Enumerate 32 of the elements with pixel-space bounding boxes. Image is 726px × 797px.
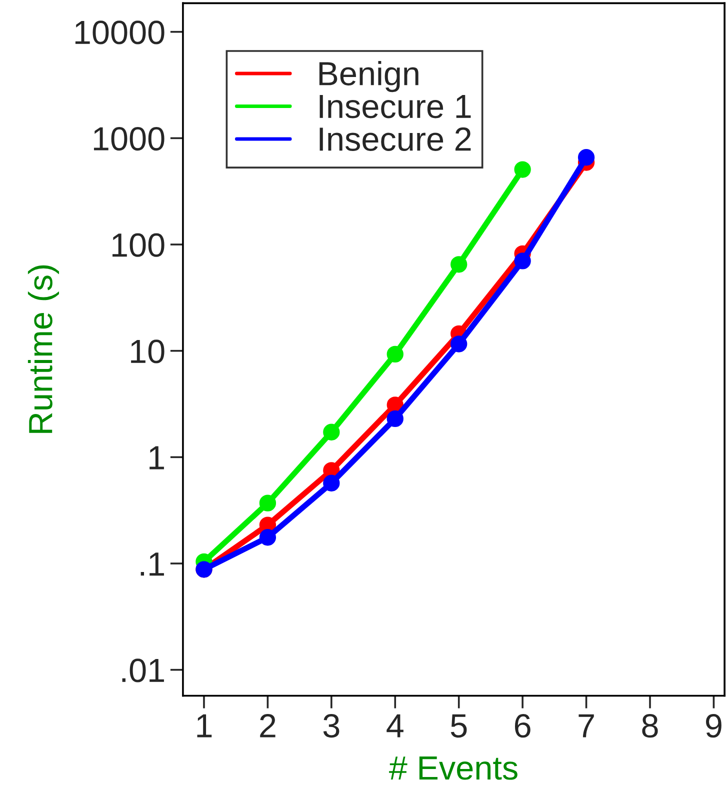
point bbox=[450, 336, 468, 352]
x-tick-label: 5 bbox=[450, 714, 467, 738]
point bbox=[323, 424, 340, 440]
legend-label: Insecure 1 bbox=[320, 94, 471, 118]
point bbox=[259, 529, 276, 546]
point bbox=[514, 252, 531, 270]
x-tick-label: 7 bbox=[578, 714, 594, 738]
point bbox=[323, 474, 340, 492]
x-tick-label: 8 bbox=[642, 714, 658, 738]
x-tick-label: 6 bbox=[514, 714, 530, 738]
y-tick-label: .01 bbox=[122, 658, 164, 682]
point bbox=[386, 346, 404, 363]
y-tick-label: 10000 bbox=[75, 20, 164, 44]
y-tick-label: 1000 bbox=[94, 126, 164, 151]
y-tick-label: 10 bbox=[131, 340, 164, 364]
point bbox=[386, 410, 404, 428]
x-tick-label: 1 bbox=[197, 714, 212, 738]
x-tick-label: 9 bbox=[706, 714, 722, 738]
x-tick-label: 3 bbox=[323, 714, 340, 738]
point bbox=[578, 149, 595, 166]
y-tick-label: 100 bbox=[112, 233, 164, 257]
point bbox=[450, 256, 468, 273]
x-axis-title: # Events bbox=[389, 756, 518, 780]
x-tick-label: 4 bbox=[386, 714, 404, 738]
point bbox=[514, 161, 531, 178]
point bbox=[259, 494, 276, 512]
y-tick-label: 1 bbox=[150, 446, 164, 470]
legend-label: Benign bbox=[319, 61, 418, 92]
y-axis-title: Runtime (s) bbox=[28, 265, 60, 433]
x-tick-label: 2 bbox=[260, 714, 276, 738]
legend-label: Insecure 2 bbox=[320, 127, 471, 151]
y-tick-label: .1 bbox=[140, 552, 164, 576]
